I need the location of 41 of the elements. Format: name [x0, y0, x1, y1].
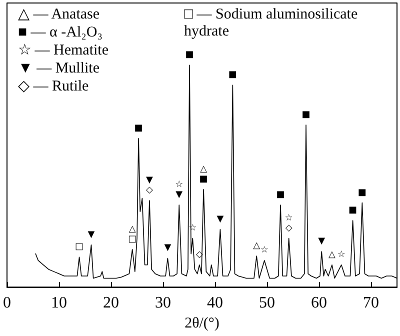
x-tick-label: 60: [311, 294, 327, 312]
annotation: ☆: [337, 250, 346, 260]
annotation: ■: [348, 206, 358, 216]
annotation: ▼: [146, 176, 154, 186]
x-tick-label: 20: [103, 294, 119, 312]
annotation: □: [128, 234, 137, 244]
annotation: ■: [358, 188, 366, 198]
annotation: △: [328, 250, 336, 260]
x-tick-label: 10: [51, 294, 67, 312]
annotation: ■: [185, 50, 194, 60]
annotation: ■: [302, 110, 310, 120]
annotation: ▼: [216, 214, 224, 224]
text: □ — Sodium aluminosilicate hydrate: [184, 6, 362, 40]
annotation: ■: [199, 174, 208, 184]
annotation: △: [128, 224, 136, 234]
annotation: ▼: [164, 243, 172, 254]
x-tick-label: 0: [3, 294, 11, 312]
annotation: △: [253, 241, 260, 252]
annotation: ◇: [146, 186, 154, 196]
annotation: ▼: [318, 236, 326, 247]
annotation: ▼: [176, 190, 183, 200]
annotation: ■: [134, 123, 143, 134]
text: ☆ — Hematite: [18, 42, 109, 58]
annotation: △: [200, 164, 208, 174]
text: ■ — α -Al₂O₃: [18, 24, 102, 40]
annotation: ▼ — Mullite: [18, 60, 100, 76]
x-axis-title: 2θ/(°): [184, 316, 220, 332]
annotation: ☆: [175, 180, 184, 190]
text: △ — Anatase: [18, 6, 100, 22]
annotation: □: [75, 242, 84, 252]
x-tick-label: 50: [259, 294, 275, 312]
annotation: ☆: [284, 213, 293, 224]
x-tick-label: 30: [155, 294, 171, 312]
annotation: ■: [276, 190, 285, 200]
x-tick-label: 40: [207, 294, 223, 312]
x-tick-label: 70: [363, 294, 379, 312]
annotation: ☆: [260, 245, 268, 256]
annotation: ▼: [88, 230, 95, 240]
annotation: ◇ — Rutile: [18, 78, 90, 94]
annotation: ◇: [285, 223, 292, 234]
annotation: ■: [228, 70, 237, 80]
